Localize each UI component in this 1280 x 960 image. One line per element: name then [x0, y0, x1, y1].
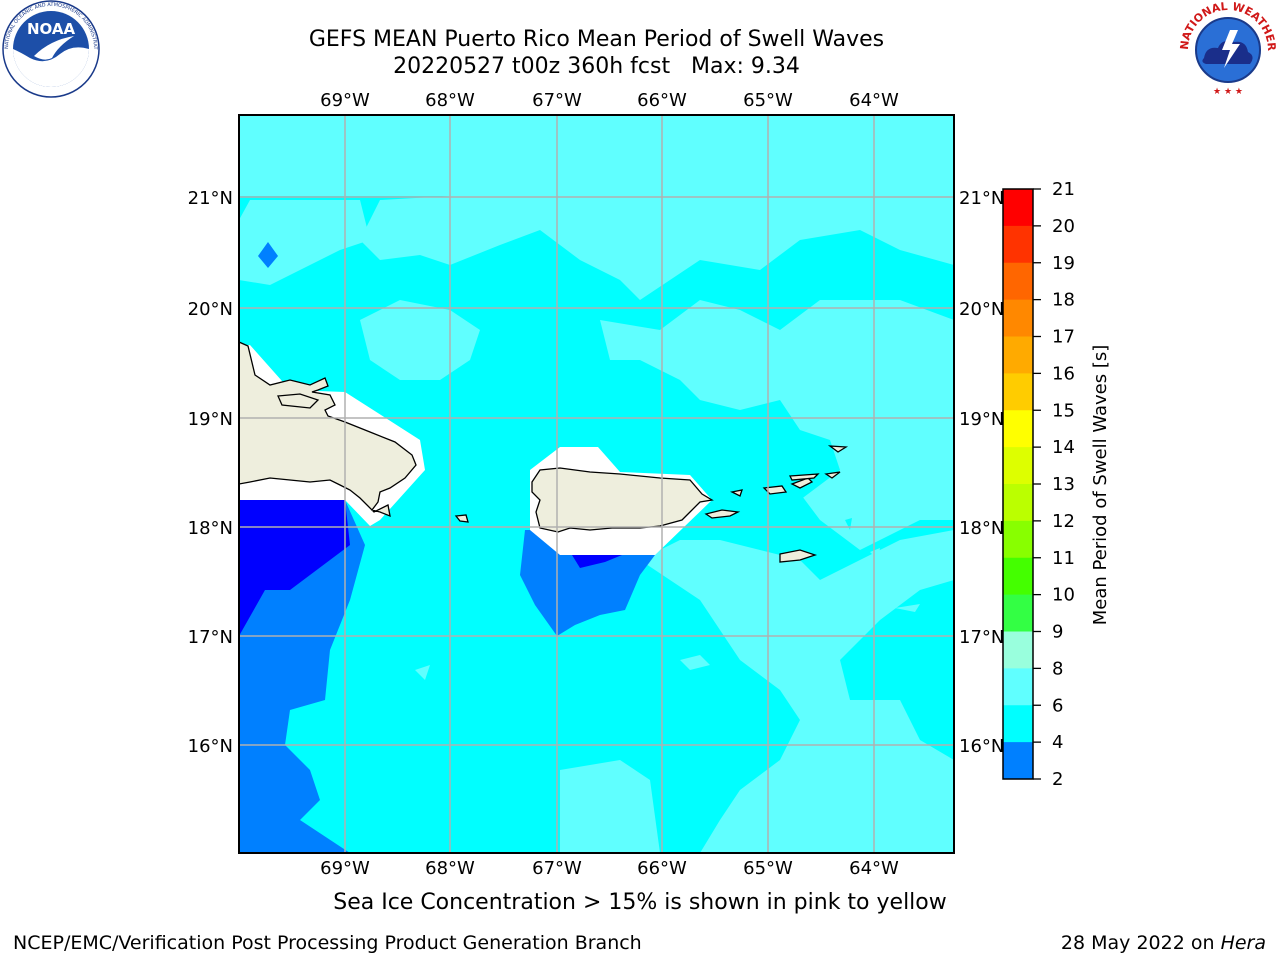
colorbar-swatch — [1003, 447, 1033, 485]
latitude-label-left: 18°N — [188, 518, 233, 539]
footer-host: Hera — [1220, 932, 1266, 954]
latitude-label-right: 19°N — [959, 409, 1004, 430]
puerto-rico — [531, 467, 714, 533]
colorbar-tick-label: 2 — [1052, 769, 1063, 790]
latitude-label-left: 21°N — [188, 188, 233, 209]
latitude-label-left: 17°N — [188, 627, 233, 648]
colorbar-swatch — [1003, 336, 1033, 374]
longitude-label-bottom: 66°W — [637, 858, 687, 879]
map-gridlines — [239, 115, 954, 853]
colorbar-swatch — [1003, 668, 1033, 706]
colorbar-swatch — [1003, 262, 1033, 301]
colorbar-swatch — [1003, 410, 1033, 448]
tortuga-island — [277, 393, 320, 409]
noaa-logo-text: NOAA — [27, 20, 76, 38]
anegada — [827, 445, 849, 453]
longitude-label-bottom: 65°W — [743, 858, 793, 879]
colorbar-swatch — [1003, 484, 1033, 522]
footer-date: 28 May 2022 on Hera — [1061, 932, 1266, 954]
colorbar-tick-label: 17 — [1052, 327, 1075, 348]
colorbar-tick-label: 11 — [1052, 548, 1075, 569]
latitude-label-right: 17°N — [959, 627, 1004, 648]
colorbar-swatch — [1003, 373, 1033, 411]
colorbar-tick-label: 4 — [1052, 732, 1063, 753]
latitude-label-left: 19°N — [188, 409, 233, 430]
longitude-label-top: 65°W — [743, 90, 793, 111]
footer-branch: NCEP/EMC/Verification Post Processing Pr… — [13, 932, 642, 954]
latitude-label-left: 20°N — [188, 299, 233, 320]
hispaniola — [239, 341, 417, 518]
latitude-label-right: 18°N — [959, 518, 1004, 539]
colorbar-swatch — [1003, 189, 1033, 227]
culebra — [730, 489, 743, 497]
colorbar-tick-label: 13 — [1052, 474, 1075, 495]
colorbar-swatch — [1003, 705, 1033, 743]
colorbar-tick-label: 9 — [1052, 622, 1063, 643]
colorbar-swatch — [1003, 299, 1033, 337]
vieques — [704, 509, 741, 519]
colorbar-swatch — [1003, 742, 1033, 780]
longitude-label-bottom: 68°W — [425, 858, 475, 879]
virgin-gorda — [824, 471, 841, 479]
longitude-label-bottom: 67°W — [532, 858, 582, 879]
colorbar-swatch — [1003, 594, 1033, 632]
colorbar-tick-label: 12 — [1052, 511, 1075, 532]
colorbar-swatch — [1003, 631, 1033, 669]
longitude-label-top: 67°W — [532, 90, 582, 111]
latitude-labels-left: 21°N 20°N 19°N 18°N 17°N 16°N — [188, 188, 233, 757]
colorbar-tick-label: 15 — [1052, 400, 1075, 421]
colorbar-tick-label: 14 — [1052, 437, 1075, 458]
latitude-label-right: 16°N — [959, 736, 1004, 757]
chart-title: GEFS MEAN Puerto Rico Mean Period of Swe… — [308, 27, 885, 52]
noaa-logo: NOAA NATIONAL OCEANIC AND ATMOSPHERIC AD… — [0, 0, 100, 98]
colorbar-swatches — [1003, 189, 1033, 780]
longitude-label-top: 68°W — [425, 90, 475, 111]
colorbar-tick-label: 10 — [1052, 585, 1075, 606]
period-band-2-4 — [239, 500, 622, 636]
st-croix — [779, 549, 818, 563]
mona-island — [454, 514, 469, 523]
colorbar-tick-label: 21 — [1052, 179, 1075, 200]
landmasses — [239, 341, 849, 563]
longitude-labels-top: 69°W 68°W 67°W 66°W 65°W 64°W — [320, 90, 899, 111]
colorbar-tick-label: 6 — [1052, 695, 1063, 716]
colorbar-label: Mean Period of Swell Waves [s] — [1090, 345, 1111, 626]
footer-date-text: 28 May 2022 on — [1060, 932, 1221, 954]
latitude-labels-right: 21°N 20°N 19°N 18°N 17°N 16°N — [959, 188, 1004, 757]
longitude-label-top: 64°W — [849, 90, 899, 111]
map-frame — [238, 114, 955, 854]
longitude-label-top: 66°W — [637, 90, 687, 111]
longitude-label-bottom: 69°W — [320, 858, 370, 879]
latitude-label-right: 21°N — [959, 188, 1004, 209]
colorbar-ticks: 21 20 19 18 17 16 15 14 13 12 11 10 9 8 6 4 2 — [1033, 179, 1075, 790]
colorbar-swatch — [1003, 520, 1033, 559]
colorbar-tick-label: 18 — [1052, 290, 1075, 311]
colorbar-swatch — [1003, 225, 1033, 264]
tortola — [788, 473, 820, 481]
colorbar-tick-label: 8 — [1052, 658, 1063, 679]
sea-ice-note: Sea Ice Concentration > 15% is shown in … — [333, 890, 947, 915]
latitude-label-right: 20°N — [959, 299, 1004, 320]
colorbar-tick-label: 20 — [1052, 216, 1075, 237]
svg-text:★ ★ ★: ★ ★ ★ — [1213, 87, 1243, 97]
longitude-label-top: 69°W — [320, 90, 370, 111]
colorbar-tick-label: 16 — [1052, 363, 1075, 384]
chart-subtitle: 20220527 t00z 360h fcst Max: 9.34 — [393, 54, 800, 79]
colorbar-swatch — [1003, 557, 1033, 596]
longitude-label-bottom: 64°W — [849, 858, 899, 879]
colorbar-tick-label: 19 — [1052, 253, 1075, 274]
latitude-label-left: 16°N — [188, 736, 233, 757]
st-john — [790, 477, 814, 489]
longitude-labels-bottom: 69°W 68°W 67°W 66°W 65°W 64°W — [320, 858, 899, 879]
nws-logo: NATIONAL WEATHER SERVICE ★ ★ ★ — [1176, 0, 1278, 98]
